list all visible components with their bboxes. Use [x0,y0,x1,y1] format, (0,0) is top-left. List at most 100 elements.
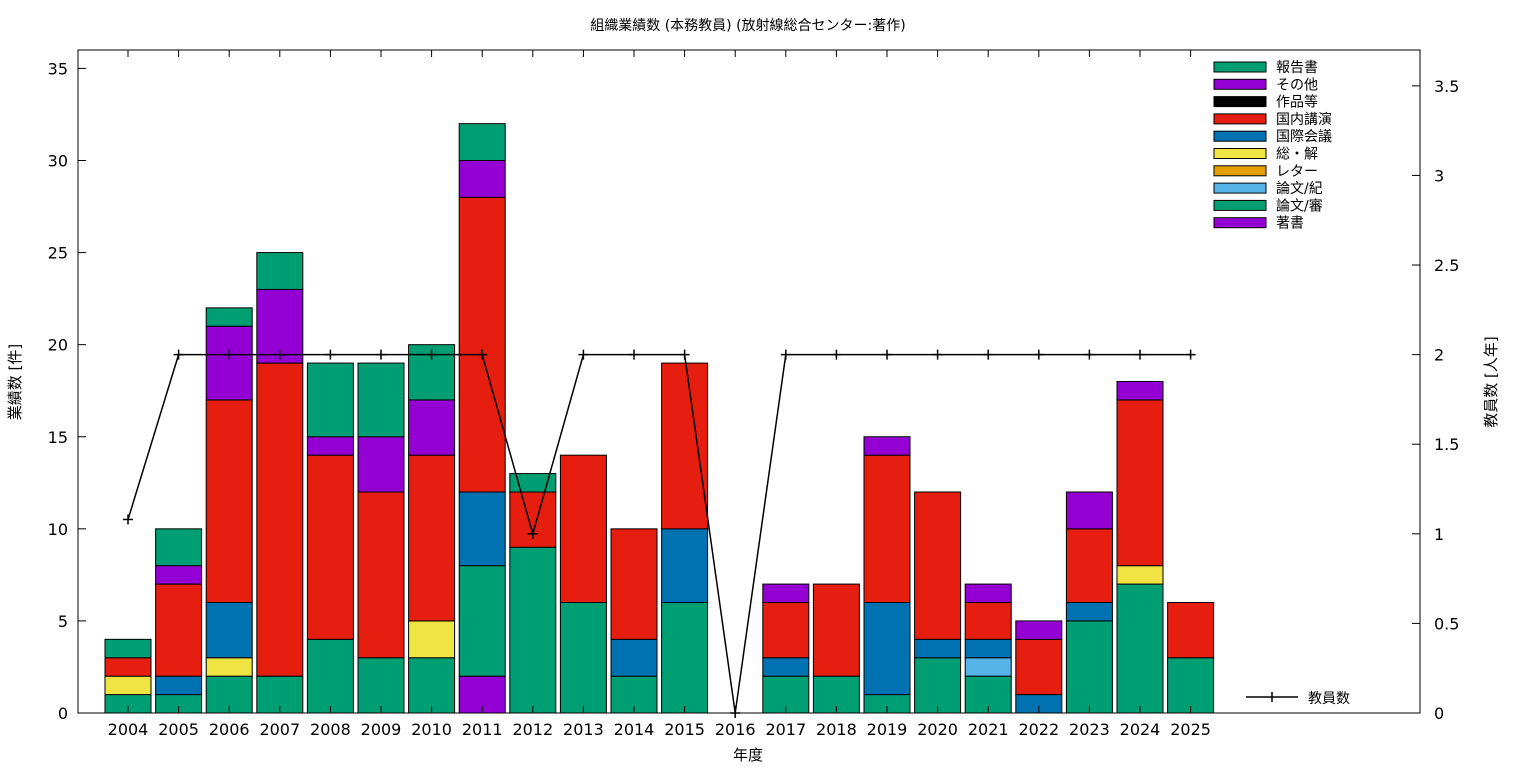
bar-segment [509,473,557,493]
y-tick-label: 15 [48,428,68,447]
x-tick-label: 2021 [968,720,1009,739]
legend-label: 著書 [1276,216,1304,232]
bar-segment [964,583,1012,603]
bar-segment [357,362,405,438]
x-tick-label: 2017 [765,720,806,739]
x-tick-label: 2022 [1018,720,1059,739]
x-tick-label: 2023 [1069,720,1110,739]
bar-segment [458,565,506,677]
bar-segment [205,325,253,401]
bar-segment [306,454,354,640]
y-axis-ticks: 0 5 10 15 20 25 30 35 [48,59,86,723]
bar-segment [1015,620,1063,640]
bar-segment [1065,620,1113,714]
x-tick-label: 2012 [512,720,553,739]
bar-segment [610,638,658,677]
bar-segment [155,583,203,677]
bar-segment [1167,602,1215,659]
y2-tick-label: 3.5 [1434,77,1459,96]
y2-tick-label: 1 [1434,525,1444,544]
bar-segment [863,436,911,456]
legend-swatch [1213,130,1267,142]
bar-segment [1015,638,1063,696]
x-tick-label: 2004 [108,720,149,739]
legend-swatch [1213,182,1267,194]
bar-segment [964,657,1012,677]
bar-segment [155,565,203,585]
bar-segment [104,657,152,677]
y2-axis-label: 教員数 [人年] [1482,336,1500,427]
bar-segment [205,602,253,659]
x-tick-label: 2009 [361,720,402,739]
legend-label: 国内講演 [1276,112,1332,128]
bar-segment [812,583,860,677]
legend-swatch [1213,199,1267,211]
legend-label: その他 [1276,77,1318,93]
legend-label-line: 教員数 [1308,691,1350,707]
bar-segment [509,491,557,548]
y2-tick-label: 3 [1434,166,1444,185]
x-tick-label: 2016 [715,720,756,739]
y-tick-label: 30 [48,152,68,171]
x-axis-ticks: 2004 2005 2006 2007 2008 2009 2010 2011 2012 2013… [108,50,1211,739]
bar-segment [1167,657,1215,714]
bar-segment [762,657,810,677]
bar-segment [205,307,253,327]
bar-segment [1065,491,1113,530]
bar-segment [155,675,203,696]
bar-segment [762,583,810,603]
legend-swatch [1213,148,1267,159]
legend-label: 総・解 [1276,147,1318,163]
legend-label: レター [1276,164,1318,180]
y-tick-label: 20 [48,336,68,355]
bar-segment [914,491,962,640]
y2-tick-label: 2 [1434,346,1444,365]
bar-segment [306,362,354,438]
y-tick-label: 25 [48,244,68,263]
bar-segment [458,123,506,161]
bar-segment [357,491,405,659]
x-tick-label: 2025 [1170,720,1211,739]
bar-segment [863,602,911,696]
legend-label: 論文/審 [1276,198,1323,214]
bar-segment [458,160,506,198]
bar-segment [1116,583,1164,714]
x-tick-label: 2008 [310,720,351,739]
y2-tick-label: 1.5 [1434,435,1459,454]
y2-axis-ticks: 0 0.5 1 1.5 2 2.5 3 3.5 [1412,77,1459,723]
legend-label: 国際会議 [1276,128,1332,145]
bar-segment [914,638,962,659]
x-tick-label: 2010 [411,720,452,739]
legend-swatch [1213,78,1267,90]
x-tick-label: 2006 [209,720,250,739]
y2-tick-label: 0 [1434,704,1444,723]
bar-segment [610,528,658,640]
bar-segment [964,638,1012,659]
x-tick-label: 2007 [259,720,300,739]
y-tick-label: 5 [58,612,68,631]
bar-segment [306,638,354,714]
y2-tick-label: 0.5 [1434,614,1459,633]
chart-title: 組織業績数 (本務教員) (放射線総合センター:著作) [590,18,905,34]
bar-segment [1065,528,1113,603]
bar-segment [863,454,911,603]
bar-segment [357,657,405,714]
bar-segment [205,399,253,603]
legend-swatch [1213,217,1267,229]
bar-segment [661,362,709,530]
bar-segment [509,546,557,714]
bar-segment [408,620,456,659]
bar-segment [155,528,203,567]
line-path [127,353,1191,714]
bar-segment [306,436,354,456]
bar-segment [661,528,709,603]
x-tick-label: 2005 [158,720,199,739]
bar-segment [559,454,607,603]
bar-stacks [104,123,1215,714]
y-tick-label: 10 [48,520,68,539]
bar-segment [256,252,304,290]
y-tick-label: 0 [58,704,68,723]
x-tick-label: 2011 [462,720,503,739]
bar-segment [458,491,506,567]
